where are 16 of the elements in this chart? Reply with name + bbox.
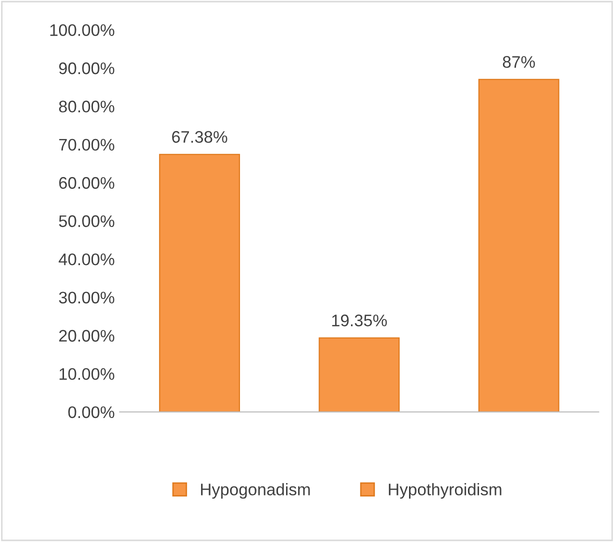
y-tick-label: 10.00% — [60, 368, 114, 380]
y-tick-label: 70.00% — [59, 138, 114, 151]
y-tick-label: 60.00% — [59, 177, 114, 189]
legend-label: Hypothyroidism — [388, 483, 502, 499]
data-label: 87% — [502, 56, 535, 68]
y-tick-label: 30.00% — [58, 292, 114, 304]
y-tick-label: 90.00% — [59, 62, 114, 74]
y-tick-label: 50.00% — [59, 215, 114, 228]
y-tick-label: 0.00% — [68, 406, 114, 418]
y-tick-label: 40.00% — [58, 253, 114, 266]
legend-label: Hypogonadism — [201, 483, 310, 499]
data-label: 67.38% — [172, 131, 228, 143]
y-tick-label: 100.00% — [50, 24, 114, 36]
data-label: 19.35% — [332, 314, 387, 326]
y-tick-label: 20.00% — [59, 330, 114, 342]
y-tick-label: 80.00% — [59, 100, 114, 112]
